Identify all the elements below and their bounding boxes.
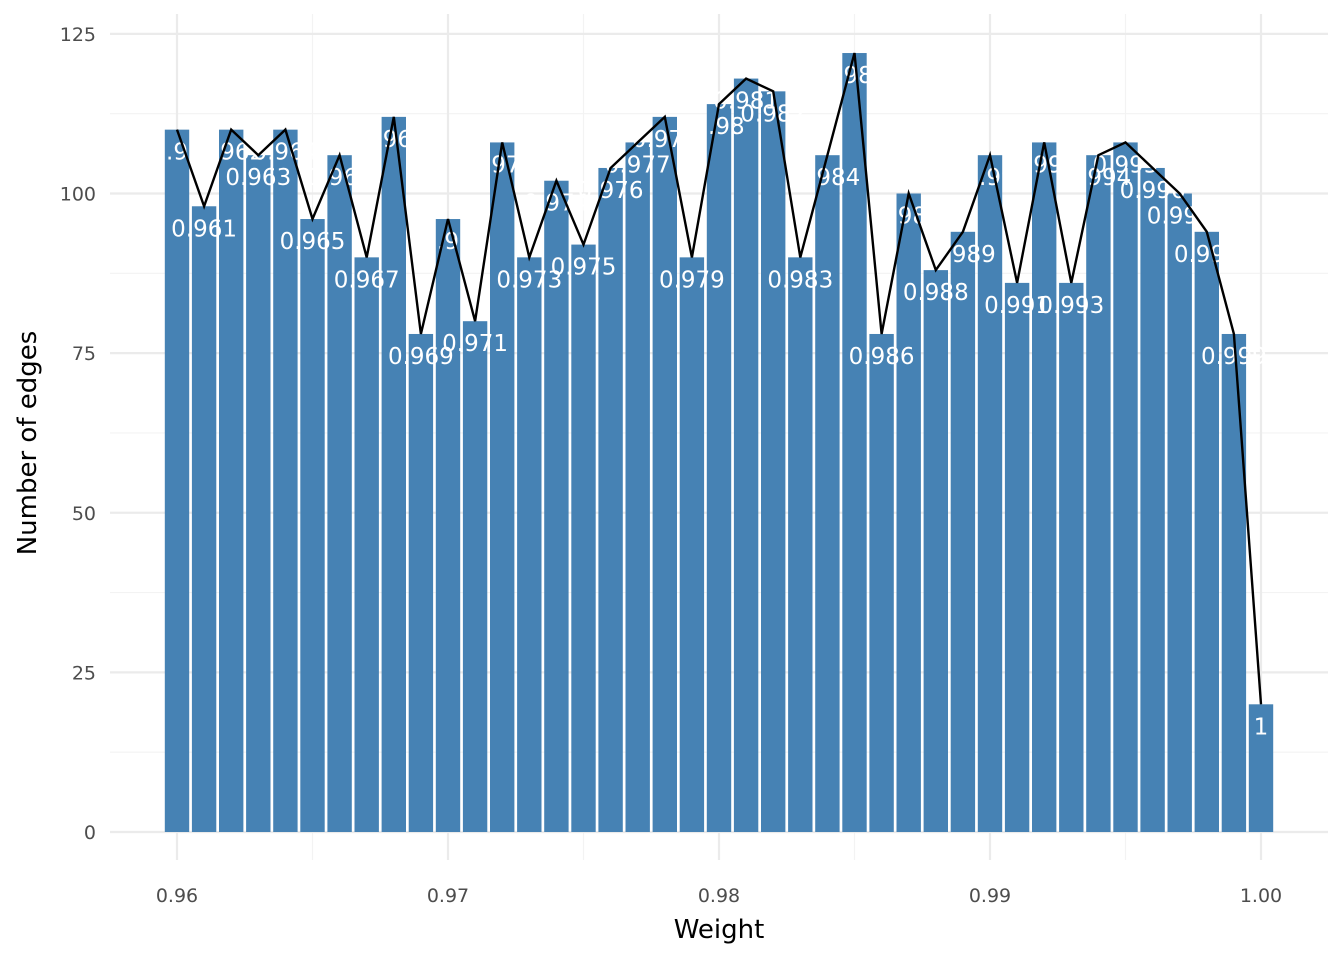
bar-0.966 xyxy=(327,155,352,832)
bar-label-0.976: 0.976 xyxy=(578,178,644,204)
bar-label-0.982: 0.982 xyxy=(740,101,806,127)
bar-0.96 xyxy=(164,129,190,832)
bar-label-0.993: 0.993 xyxy=(1038,293,1104,319)
bar-0.999 xyxy=(1221,333,1247,832)
bar-label-0.996: 0.996 xyxy=(1120,178,1186,204)
trend-line xyxy=(175,52,1263,705)
y-tick-label: 25 xyxy=(72,662,96,684)
bar-0.993 xyxy=(1059,282,1084,832)
bar-0.987 xyxy=(896,193,921,832)
bar-label-0.967: 0.967 xyxy=(334,267,400,293)
bar-0.998 xyxy=(1194,231,1219,832)
bar-0.977 xyxy=(625,142,650,833)
y-tick-label: 50 xyxy=(72,503,96,525)
bar-0.961 xyxy=(191,206,217,832)
bar-0.969 xyxy=(408,333,434,832)
bar-0.996 xyxy=(1140,167,1165,832)
bar-label-0.968: 0.968 xyxy=(361,127,427,153)
bar-label-0.975: 0.975 xyxy=(551,255,617,281)
bar-label-0.983: 0.983 xyxy=(767,267,833,293)
bar-label-0.964: 0.964 xyxy=(252,140,318,166)
bar-label-0.973: 0.973 xyxy=(496,267,562,293)
bar-0.976 xyxy=(598,167,623,832)
bar-0.965 xyxy=(300,219,325,833)
y-axis-title: Number of edges xyxy=(13,331,43,556)
bar-label-0.998: 0.998 xyxy=(1174,242,1240,268)
x-tick-label: 0.96 xyxy=(156,885,198,907)
bar-label-0.987: 0.987 xyxy=(876,204,942,230)
bar-label-0.988: 0.988 xyxy=(903,280,969,306)
bar-0.979 xyxy=(679,257,705,833)
bar-label-0.992: 0.992 xyxy=(1011,152,1077,178)
x-tick-label: 0.99 xyxy=(969,885,1011,907)
bar-0.964 xyxy=(273,129,298,832)
bar-label-0.96: 0.96 xyxy=(151,140,202,166)
x-tick-label: 0.98 xyxy=(698,885,740,907)
bar-0.997 xyxy=(1167,193,1192,832)
bar-0.991 xyxy=(1004,282,1030,832)
bar-label-0.961: 0.961 xyxy=(171,216,237,242)
x-axis-ticks: 0.96 0.97 0.98 0.99 1.00 xyxy=(156,885,1282,907)
bar-label-0.977: 0.977 xyxy=(605,152,671,178)
bar-label-0.969: 0.969 xyxy=(388,344,454,370)
bar-label-0.962: 0.962 xyxy=(198,140,264,166)
bar-label-0.986: 0.986 xyxy=(849,344,915,370)
bar-0.983 xyxy=(788,257,813,833)
bar-0.963 xyxy=(246,155,271,832)
bar-1 xyxy=(1248,704,1274,832)
bar-0.962 xyxy=(219,129,244,832)
bar-0.981 xyxy=(733,78,759,832)
bar-label-0.979: 0.979 xyxy=(659,267,725,293)
trend-line-group xyxy=(175,52,1263,705)
bar-0.986 xyxy=(869,333,894,832)
bar-0.97 xyxy=(435,219,461,833)
bar-0.988 xyxy=(923,270,948,832)
bar-0.967 xyxy=(354,257,379,833)
bar-label-0.963: 0.963 xyxy=(225,165,291,191)
bar-0.992 xyxy=(1032,142,1057,833)
bar-0.978 xyxy=(652,116,677,832)
bar-0.984 xyxy=(815,155,840,832)
bar-label-0.981: 0.981 xyxy=(713,89,779,115)
bar-0.989 xyxy=(950,231,976,832)
bars xyxy=(164,53,1274,833)
bar-label-0.985: 0.985 xyxy=(822,63,888,89)
bar-label-0.974: 0.974 xyxy=(523,191,589,217)
bar-0.971 xyxy=(462,321,488,832)
y-tick-label: 125 xyxy=(60,24,96,46)
bar-0.985 xyxy=(842,53,867,832)
bar-label-0.978: 0.978 xyxy=(632,127,698,153)
bar-label-0.965: 0.965 xyxy=(280,229,346,255)
y-tick-label: 75 xyxy=(72,343,96,365)
bar-0.994 xyxy=(1086,155,1111,832)
bar-0.975 xyxy=(571,244,596,832)
bar-label-0.99: 0.99 xyxy=(964,165,1015,191)
bar-label-1: 1 xyxy=(1254,714,1269,740)
bar-label-0.966: 0.966 xyxy=(307,165,373,191)
y-axis-ticks: 0 25 50 75 100 125 xyxy=(60,24,96,844)
bar-label-0.972: 0.972 xyxy=(469,152,535,178)
bar-label-0.995: 0.995 xyxy=(1093,152,1159,178)
bar-0.995 xyxy=(1113,142,1138,833)
x-tick-label: 1.00 xyxy=(1240,885,1282,907)
x-tick-label: 0.97 xyxy=(427,885,469,907)
bar-0.99 xyxy=(977,155,1003,832)
bar-label-0.97: 0.97 xyxy=(422,229,473,255)
bar-0.972 xyxy=(490,142,515,833)
bar-0.973 xyxy=(517,257,542,833)
y-tick-label: 0 xyxy=(84,822,96,844)
bar-label-0.984: 0.984 xyxy=(794,165,860,191)
bar-label-0.994: 0.994 xyxy=(1065,165,1131,191)
bar-0.982 xyxy=(761,91,786,833)
bar-label-0.98: 0.98 xyxy=(693,114,744,140)
bar-0.98 xyxy=(706,104,732,833)
bar-label-0.971: 0.971 xyxy=(442,331,508,357)
x-axis-title: Weight xyxy=(674,915,765,945)
bar-0.974 xyxy=(544,180,569,833)
bar-label-0.991: 0.991 xyxy=(984,293,1050,319)
y-tick-label: 100 xyxy=(60,184,96,206)
bar-0.968 xyxy=(381,116,406,832)
